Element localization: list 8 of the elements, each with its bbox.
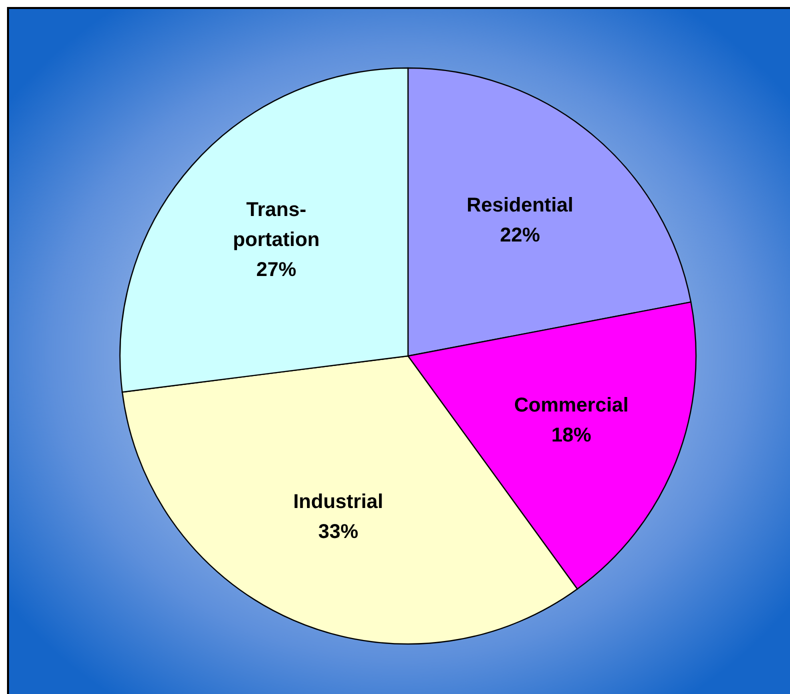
slice-label: Commercial bbox=[514, 394, 629, 417]
data-label: 33% bbox=[318, 521, 358, 544]
data-label: 18% bbox=[551, 424, 592, 447]
data-label: 22% bbox=[500, 224, 540, 247]
slice-label: Trans-portation bbox=[232, 198, 320, 251]
data-label: 27% bbox=[256, 258, 296, 281]
slice-label: Industrial bbox=[293, 491, 384, 514]
slice-label: Residential bbox=[466, 194, 574, 217]
